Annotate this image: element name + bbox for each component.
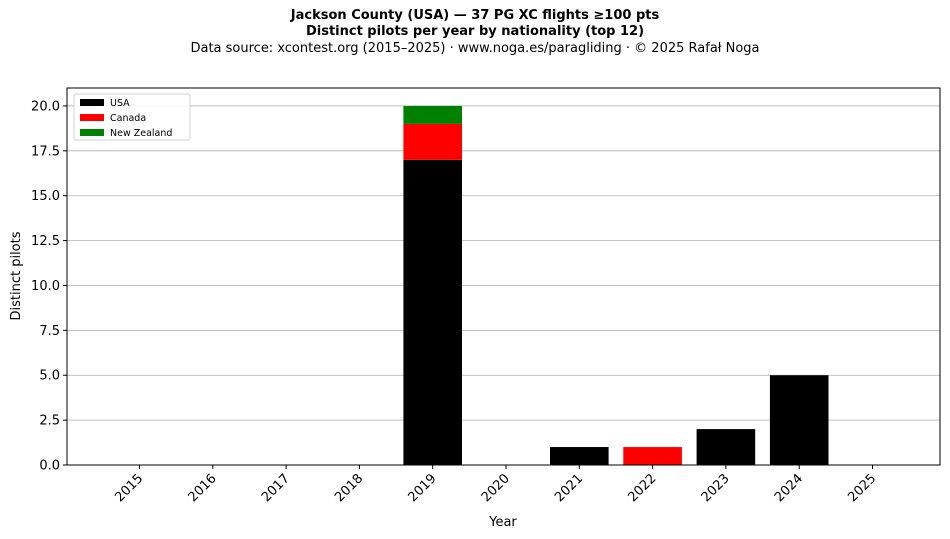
legend-label: USA [110, 98, 130, 109]
plot-frame [66, 87, 941, 466]
x-tick-label: 2015 [112, 471, 146, 505]
bar-usa-2019 [403, 159, 462, 466]
y-axis-label: Distinct pilots [9, 231, 24, 320]
chart-titles: Jackson County (USA) — 37 PG XC flights … [0, 8, 950, 57]
chart-title: Jackson County (USA) — 37 PG XC flights … [290, 8, 660, 23]
x-tick-label: 2025 [845, 471, 879, 505]
y-tick-label: 20.0 [31, 99, 60, 114]
bar-usa-2024 [769, 375, 829, 465]
gridlines [67, 105, 940, 421]
x-tick-label: 2023 [699, 471, 733, 505]
x-tick-label: 2022 [625, 471, 659, 505]
x-tick-label: 2018 [332, 471, 366, 505]
y-tick-label: 0.0 [39, 459, 60, 474]
legend-swatch [80, 99, 104, 106]
chart-source-note: Data source: xcontest.org (2015–2025) · … [190, 41, 760, 56]
x-axis: 2015 2016 2017 2018 2019 2020 2021 2022 2023 2024… [112, 465, 879, 505]
y-tick-label: 17.5 [31, 144, 60, 159]
y-tick-label: 15.0 [31, 189, 60, 204]
bar-canada-2022 [623, 447, 682, 465]
x-tick-label: 2017 [259, 471, 293, 505]
x-axis-label: Year [488, 515, 517, 530]
x-tick-label: 2024 [772, 471, 806, 505]
x-tick-label: 2021 [552, 471, 586, 505]
legend-label: Canada [110, 113, 146, 124]
x-tick-label: 2016 [186, 471, 220, 505]
y-tick-label: 2.5 [39, 414, 60, 429]
bar-new-zealand-2019 [403, 105, 462, 124]
y-tick-label: 7.5 [39, 324, 60, 339]
legend-swatch [80, 114, 104, 121]
x-tick-label: 2020 [479, 471, 513, 505]
chart-subtitle: Distinct pilots per year by nationality … [305, 24, 645, 39]
x-tick-label: 2019 [406, 471, 440, 505]
legend: USA Canada New Zealand [73, 93, 191, 141]
y-tick-label: 12.5 [31, 234, 60, 249]
y-axis: 0.0 2.5 5.0 7.5 10.0 12.5 15.0 17.5 20.0 [31, 99, 67, 474]
bar-usa-2023 [696, 429, 756, 465]
bars [403, 105, 829, 466]
bar-canada-2019 [403, 123, 462, 160]
bar-usa-2021 [550, 447, 609, 465]
y-tick-label: 5.0 [39, 369, 60, 384]
y-tick-label: 10.0 [31, 279, 60, 294]
legend-label: New Zealand [110, 128, 172, 139]
legend-swatch [80, 129, 104, 136]
